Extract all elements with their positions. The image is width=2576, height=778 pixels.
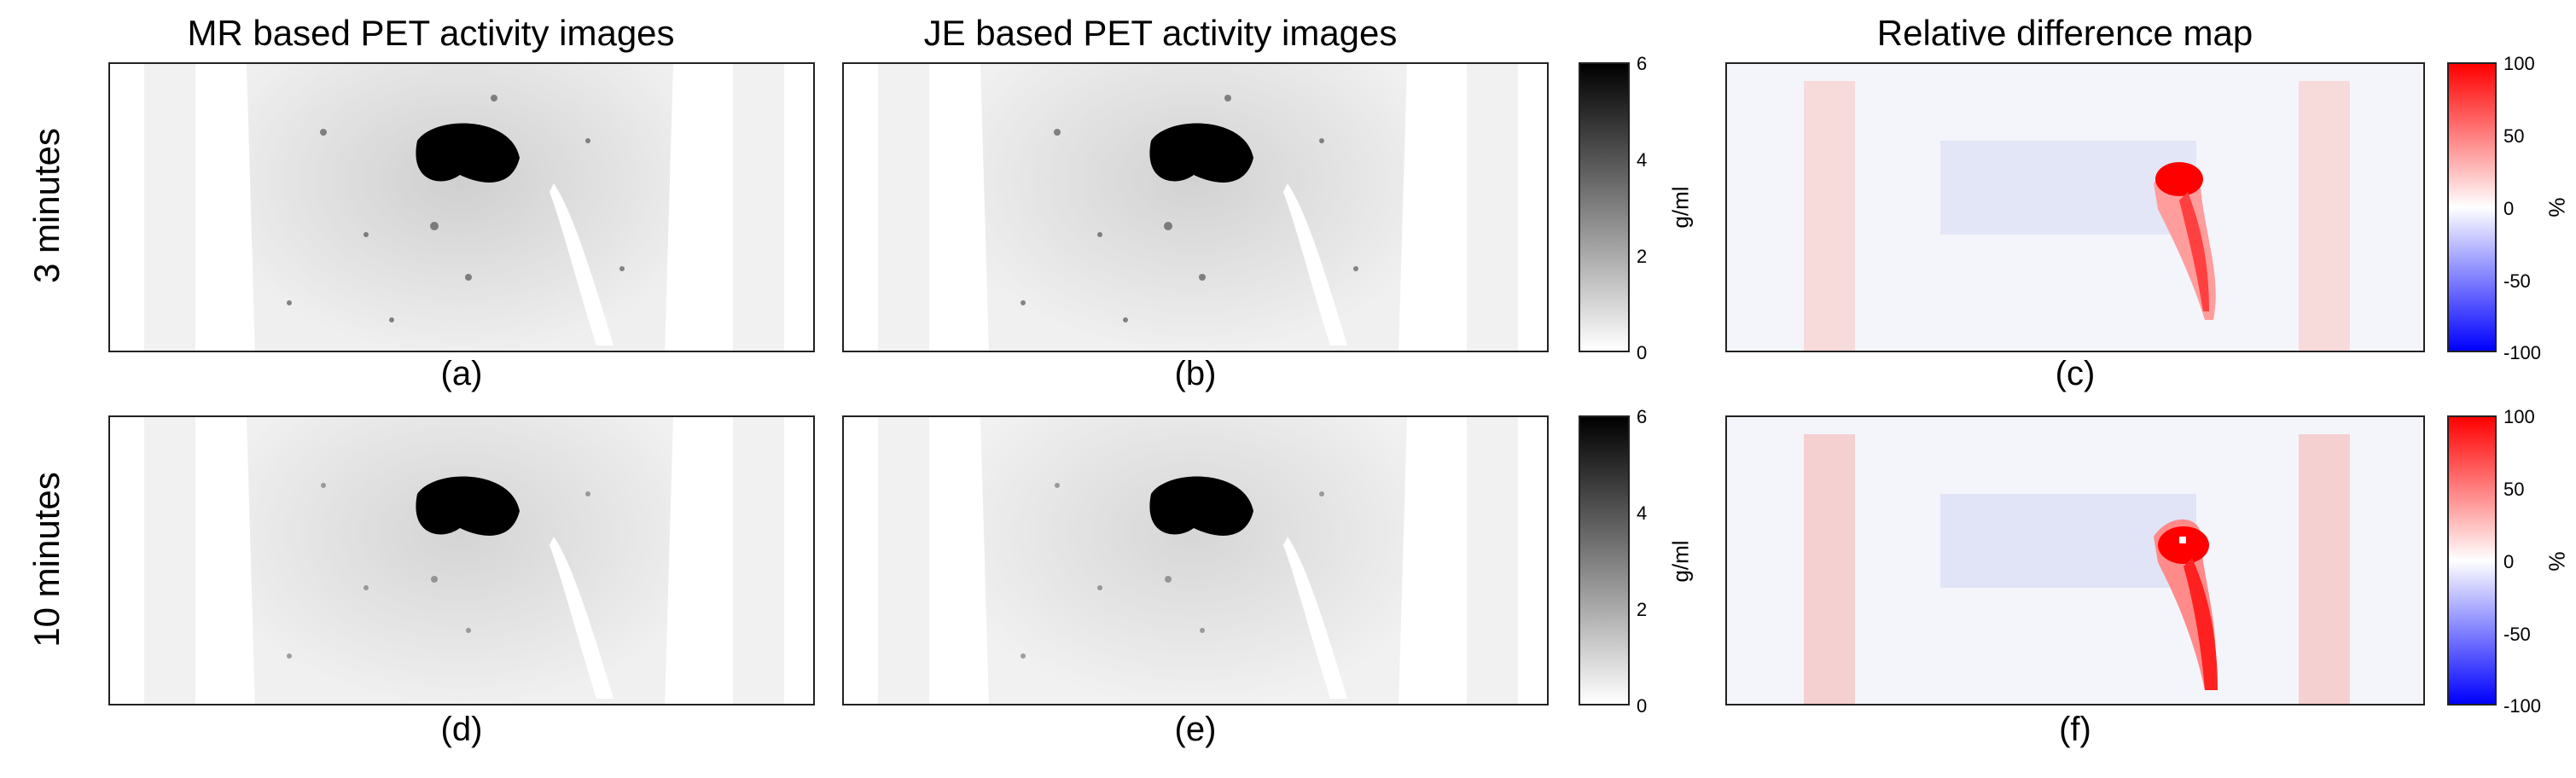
panel-c-diff-3min	[1725, 62, 2425, 352]
pet-image-d	[144, 417, 784, 704]
pet-image-e	[878, 417, 1518, 704]
panel-b-je-3min	[842, 62, 1549, 352]
pet-image-b	[878, 64, 1518, 351]
difference-tick-100-top: 100	[2503, 53, 2535, 74]
column-title-mr: MR based PET activity images	[187, 13, 675, 53]
panel-label-c: (c)	[2055, 355, 2096, 392]
panel-label-f: (f)	[2059, 711, 2091, 748]
activity-tick-4-top: 4	[1637, 149, 1648, 171]
activity-unit-top: g/ml	[1667, 186, 1694, 229]
difference-tick-0-bottom: 0	[2503, 551, 2515, 572]
pet-image-a	[144, 64, 784, 351]
panel-f-diff-10min	[1725, 415, 2425, 705]
difference-tick-minus50-bottom: -50	[2503, 624, 2531, 645]
activity-tick-0-bottom: 0	[1637, 695, 1648, 717]
difference-unit-top: %	[2544, 197, 2570, 218]
activity-tick-6-top: 6	[1637, 53, 1648, 74]
difference-map-f	[1727, 417, 2423, 704]
difference-tick-minus50-top: -50	[2503, 270, 2531, 292]
activity-unit-bottom: g/ml	[1667, 540, 1694, 583]
row-title-3-minutes: 3 minutes	[26, 127, 67, 284]
activity-colorbar-bottom	[1579, 415, 1630, 705]
panel-label-a: (a)	[440, 355, 483, 392]
difference-tick-100-bottom: 100	[2503, 406, 2535, 427]
difference-map-c	[1727, 64, 2423, 351]
activity-tick-2-top: 2	[1637, 246, 1648, 267]
difference-tick-minus100-bottom: -100	[2503, 695, 2542, 717]
column-title-je: JE based PET activity images	[923, 13, 1398, 53]
difference-tick-0-top: 0	[2503, 198, 2515, 219]
activity-tick-2-bottom: 2	[1637, 599, 1648, 620]
difference-colorbar-bottom	[2447, 415, 2497, 705]
difference-tick-50-top: 50	[2503, 125, 2525, 147]
panel-e-je-10min	[842, 415, 1549, 705]
activity-colorbar-top	[1579, 62, 1630, 352]
panel-d-mr-10min	[108, 415, 815, 705]
panel-label-d: (d)	[440, 711, 483, 748]
difference-unit-bottom: %	[2544, 551, 2570, 572]
row-title-10-minutes: 10 minutes	[26, 472, 67, 647]
activity-tick-6-bottom: 6	[1637, 406, 1648, 427]
column-title-diff: Relative difference map	[1876, 13, 2253, 53]
panel-label-e: (e)	[1174, 711, 1217, 748]
activity-tick-4-bottom: 4	[1637, 502, 1648, 524]
difference-colorbar-top	[2447, 62, 2497, 352]
activity-tick-0-top: 0	[1637, 342, 1648, 363]
difference-tick-minus100-top: -100	[2503, 342, 2542, 363]
difference-tick-50-bottom: 50	[2503, 479, 2525, 500]
panel-a-mr-3min	[108, 62, 815, 352]
panel-label-b: (b)	[1174, 355, 1217, 392]
